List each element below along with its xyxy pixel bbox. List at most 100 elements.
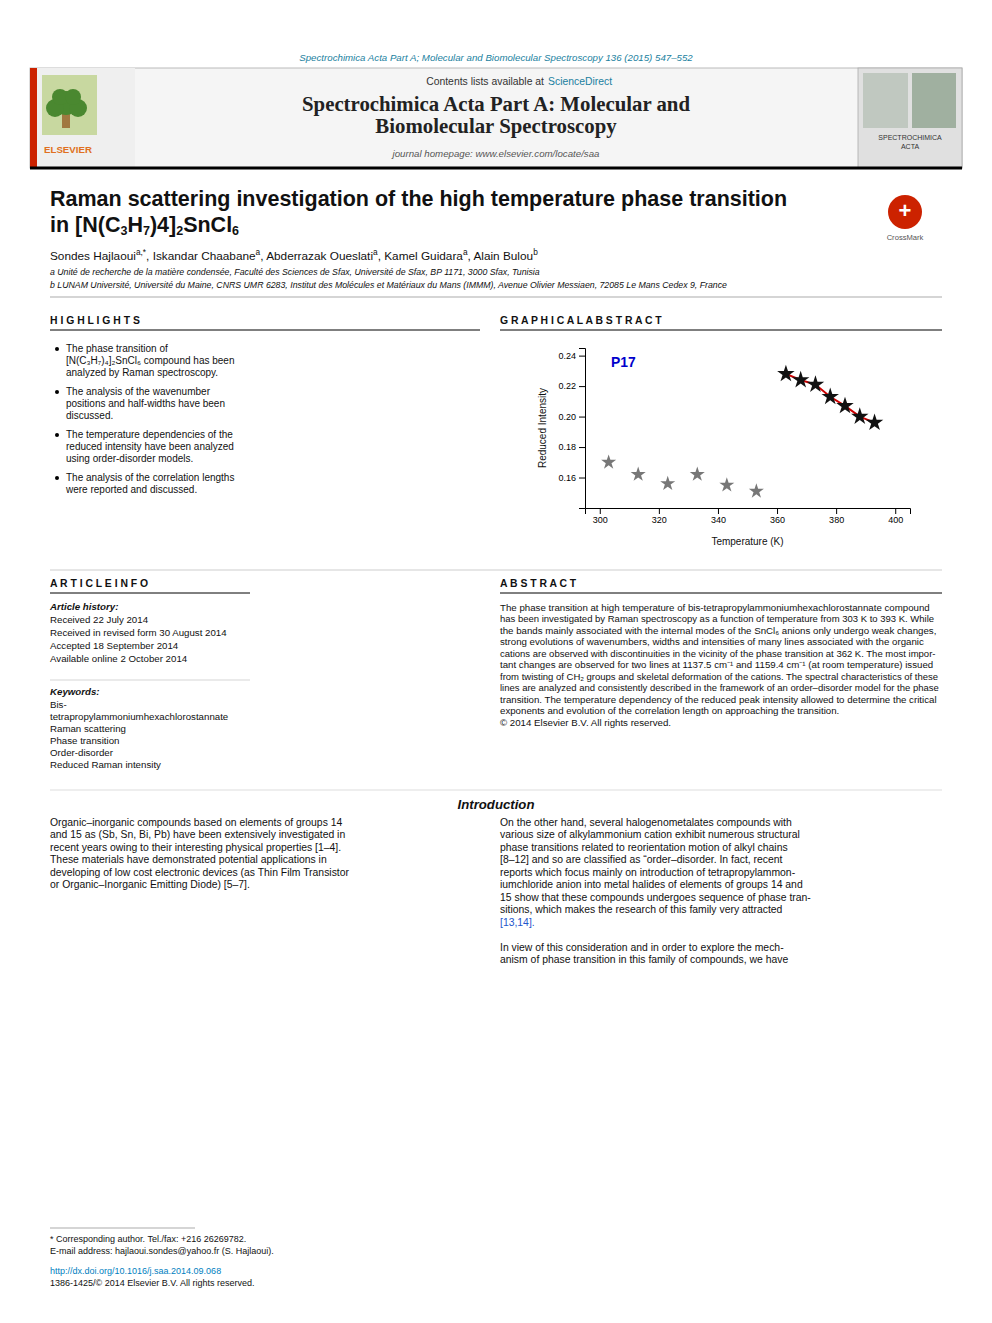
tick-mark [579,447,585,448]
tick-label: 340 [711,515,726,525]
section-rule [500,329,942,330]
logo-tree [65,89,81,105]
section-rule [50,329,480,330]
bullet [55,347,59,351]
chart: 3003203403603804000.160.180.200.220.24Te… [537,349,911,547]
x-axis-title: Temperature (K) [711,536,783,547]
highlight: using order-disorder models. [66,453,193,464]
point [749,483,764,497]
axis-line [579,349,586,509]
point [719,477,734,491]
marks [601,365,883,498]
rule [50,790,942,791]
y-axis-title: Reduced Intensity [537,388,548,468]
tick-label: 400 [888,515,903,525]
paper-title: Raman scattering investigation of the hi… [50,187,787,211]
keyword: Reduced Raman intensity [50,759,161,770]
author-part: , Alain Bulou [468,249,534,263]
section-title: A B S T R A C T [500,578,577,589]
paper-title-part: H [127,213,143,237]
journal-title: Biomolecular Spectroscopy [375,114,617,138]
tick-mark [659,508,660,514]
tick-mark [579,478,585,479]
journal-logo-text: SPECTROCHIMICA [878,134,942,141]
abstract-line: cations are observed with discontinuitie… [500,648,935,659]
paper-title-part: )4] [150,213,176,237]
tick-label: 360 [770,515,785,525]
abstract-line: exponents and evolution of the correlati… [500,705,839,716]
rule [50,570,942,571]
footnote: E-mail address: hajlaoui.sondes@yahoo.fr… [50,1246,274,1256]
section-rule [500,593,942,594]
bullet [55,433,59,437]
intro-line: sitions, which makes the research of thi… [500,904,783,915]
author-part: , Abderrazak Oueslati [260,249,373,263]
intro-line: reports which focus mainly on introducti… [500,867,795,878]
highlight: [N(C₃H₇)₄]₂SnCl₆ compound has been [66,355,234,366]
subsection-title: Article history: [49,601,118,612]
keyword: Order-disorder [50,747,114,758]
tick: 380 [829,508,844,525]
crossmark-label: CrossMark [887,233,924,242]
bullet [55,476,59,480]
history-date: Accepted 18 September 2014 [50,640,179,651]
abstract-line: from twisting of CH₂ groups and skeletal… [500,671,938,682]
tick-label: 0.20 [558,412,576,422]
abstract-line: strong evolutions of wavenumbers, widths… [500,636,924,647]
highlight: were reported and discussed. [65,484,197,495]
author-part: , Kamel Guidara [378,249,464,263]
highlight: The temperature dependencies of the [66,429,233,440]
intro-line: In view of this consideration and in ord… [500,942,784,953]
author-part: b [533,247,538,257]
section-title: G R A P H I C A L A B S T R A C T [500,315,662,326]
abstract-line: transition. The temperature dependency o… [500,694,937,705]
tick-label: 0.18 [558,442,576,452]
journal-logo-block [863,73,908,128]
logo-background [42,75,97,135]
header-rule [30,167,962,170]
tick-mark [895,508,896,514]
tick: 320 [652,508,667,525]
journal-title: Spectrochimica Acta Part A: Molecular an… [302,92,690,116]
tick: 400 [888,508,903,525]
keyword: tetrapropylammoniumhexachlorostannate [50,711,228,722]
tick: 0.24 [558,351,585,361]
tick-mark [718,508,719,514]
point [807,375,824,392]
tick: 0.20 [558,412,585,422]
paper-title-part: 2 [176,224,183,238]
history-date: Received 22 July 2014 [50,614,149,625]
abstract-line: © 2014 Elsevier B.V. All rights reserved… [500,717,671,728]
point [821,388,838,405]
journal-logo-block [912,73,956,128]
publisher-logo-area [30,68,135,168]
journal-homepage: journal homepage: www.elsevier.com/locat… [391,148,601,159]
journal-logo-text: ACTA [901,143,919,150]
journal-logo-area [858,68,962,168]
axis-line [586,509,911,515]
intro-line: or Organic–Inorganic Emitting Diode) [5–… [50,879,250,890]
subsection-title: Keywords: [50,686,100,697]
point [792,371,809,388]
paper-title-part: 6 [232,224,239,238]
tick-label: 300 [593,515,608,525]
highlight: positions and half-widths have been [66,398,225,409]
paper-title-part: in [N(C [50,213,120,237]
intro-line: These materials have demonstrated potent… [50,854,327,865]
publisher: ELSEVIER [44,144,92,155]
keyword: Bis- [50,699,67,710]
section-rule [50,593,250,594]
history-date: Available online 2 October 2014 [50,653,188,664]
tick-mark [579,356,585,357]
sciencedirect: ScienceDirect [548,76,612,87]
history-date: Received in revised form 30 August 2014 [50,627,227,638]
highlight: The phase transition of [66,343,168,354]
tick-label: 0.16 [558,473,576,483]
page: Spectrochimica Acta Part A; Molecular an… [0,0,992,1323]
paper-title: in [N(C3H7)4]2SnCl6 [50,213,239,239]
point [660,476,675,490]
citation: Spectrochimica Acta Part A; Molecular an… [299,52,693,63]
tick-mark [579,386,585,387]
point [836,397,853,414]
point [777,365,794,382]
